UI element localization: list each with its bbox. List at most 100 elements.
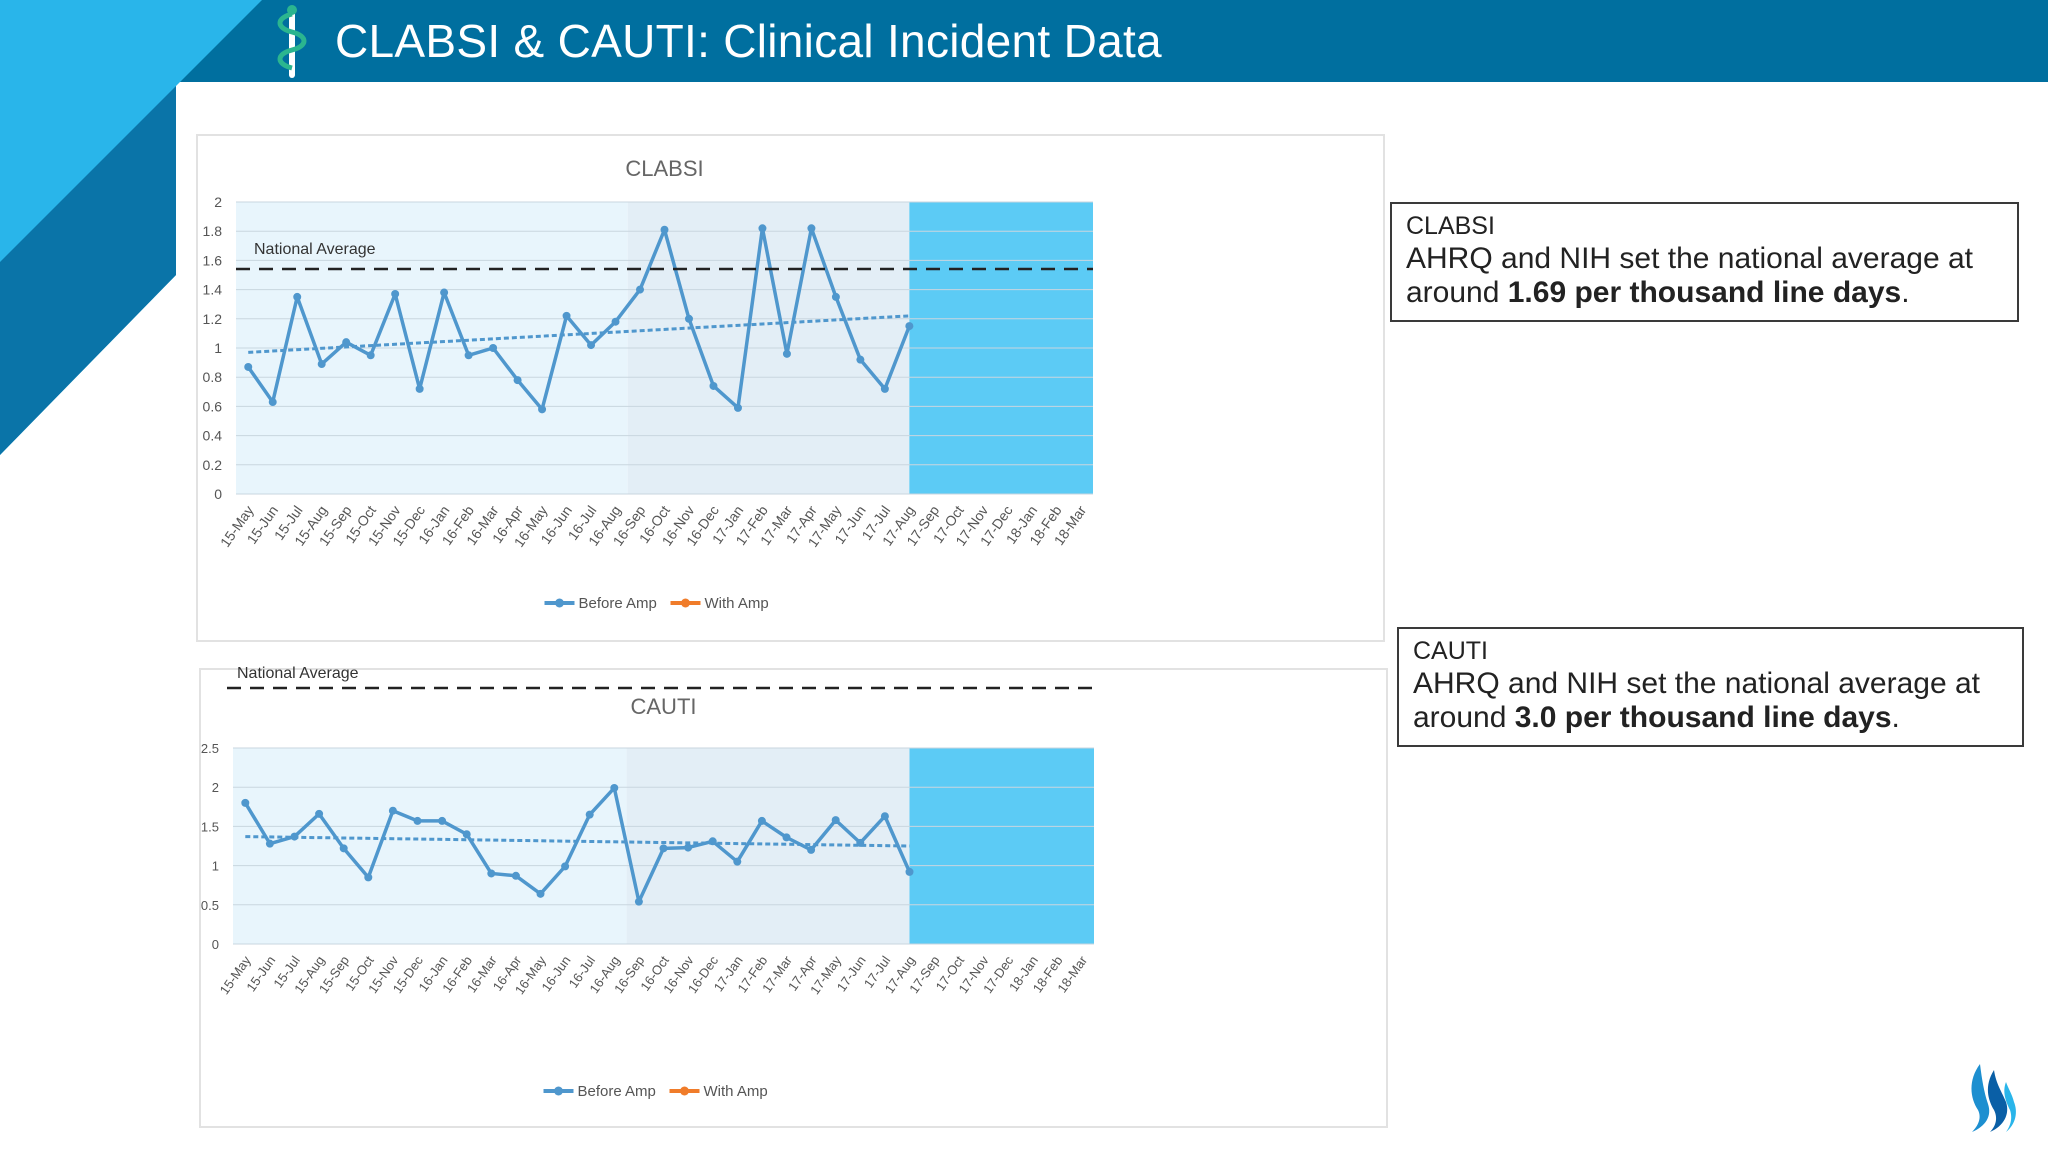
clabsi-data-point [464, 351, 473, 360]
cauti-data-point [487, 869, 496, 878]
cauti-data-point [339, 844, 348, 853]
cauti-x-tick-label: 15-May [217, 953, 254, 998]
clabsi-data-point [733, 403, 742, 412]
flame-icon [1971, 1064, 2016, 1132]
cauti-data-point [733, 857, 742, 866]
clabsi-y-tick-label: 0.6 [203, 398, 223, 414]
caduceus-icon [277, 5, 307, 78]
cauti-data-point [536, 889, 545, 898]
cauti-y-tick-label: 2.5 [201, 741, 219, 756]
clabsi-data-point [831, 292, 840, 301]
slide-title: CLABSI & CAUTI: Clinical Incident Data [335, 15, 1162, 67]
cauti-data-point [265, 839, 274, 848]
clabsi-data-point [709, 381, 718, 390]
clabsi-y-tick-label: 0.4 [203, 428, 223, 444]
cauti-callout-text-end: . [1891, 701, 1900, 734]
cauti-chart-title: CAUTI [631, 694, 697, 719]
clabsi-callout-text-start: AHRQ and NIH set the national average at… [1406, 242, 1973, 309]
clabsi-y-tick-label: 2 [214, 194, 222, 210]
clabsi-y-tick-label: 0.2 [203, 457, 223, 473]
clabsi-data-point [489, 344, 498, 352]
clabsi-y-tick-label: 1.8 [203, 223, 223, 239]
cauti-data-point [610, 783, 619, 792]
clabsi-data-point [538, 405, 547, 414]
clabsi-national-average-label: National Average [254, 241, 376, 258]
cauti-data-point [290, 832, 299, 841]
cauti-data-point [856, 838, 865, 847]
cauti-plot-bg-shaded [626, 748, 910, 944]
clabsi-data-point [758, 224, 767, 233]
clabsi-legend-before-amp-label: Before Amp [579, 595, 657, 612]
cauti-callout-title: CAUTI [1413, 637, 1488, 665]
clabsi-chart-panel: 0 0.2 0.4 0.6 0.8 1 1.2 1.4 1.6 1.8 2 15-May 15-Jun 1… [196, 134, 1385, 642]
clabsi-data-point [366, 351, 375, 360]
cauti-y-tick-label: 0 [212, 937, 219, 952]
clabsi-data-point [684, 314, 693, 323]
clabsi-y-tick-label: 1.2 [203, 311, 223, 327]
clabsi-legend-with-amp-label: With Amp [705, 595, 769, 612]
clabsi-callout-text-end: . [1901, 276, 1910, 309]
cauti-chart-panel: 0 0.5 1 1.5 2 2.5 15-May 15-Jun 15-Jul 15-Aug 15-S… [199, 665, 1388, 1128]
cauti-data-point [880, 812, 889, 821]
cauti-data-point [757, 816, 766, 825]
cauti-y-tick-label: 1.5 [201, 819, 219, 834]
clabsi-data-point [905, 322, 914, 331]
clabsi-data-point [587, 341, 596, 350]
clabsi-data-point [660, 225, 669, 234]
clabsi-y-tick-label: 0.8 [203, 369, 223, 385]
cauti-y-tick-label: 2 [212, 780, 219, 795]
cauti-data-point [831, 816, 840, 825]
cauti-data-point [782, 833, 791, 842]
clabsi-data-point [268, 398, 277, 407]
clabsi-data-point [611, 317, 620, 326]
clabsi-data-point [636, 285, 645, 294]
cauti-y-tick-label: 0.5 [201, 898, 219, 913]
cauti-data-point [241, 798, 250, 807]
cauti-legend-with-amp-marker [680, 1086, 689, 1096]
clabsi-data-point [293, 292, 302, 301]
cauti-callout-text-start: AHRQ and NIH set the national average at… [1413, 667, 1980, 734]
cauti-data-point [561, 862, 570, 871]
cauti-data-point [807, 845, 816, 854]
clabsi-y-tick-label: 1 [214, 340, 222, 356]
clabsi-data-point [562, 311, 571, 320]
clabsi-legend-before-amp-marker [555, 598, 564, 608]
cauti-data-point [364, 873, 373, 882]
clabsi-data-point [391, 289, 400, 298]
cauti-data-point [708, 837, 717, 846]
clabsi-y-tick-label: 1.4 [203, 282, 223, 298]
clabsi-callout-emphasis: 1.69 per thousand line days [1507, 276, 1902, 309]
cauti-data-point [388, 806, 397, 815]
cauti-data-point [684, 843, 693, 852]
clabsi-data-point [317, 360, 326, 369]
cauti-legend-before-amp-label: Before Amp [578, 1083, 656, 1100]
cauti-plot-bg-before [233, 748, 627, 944]
cauti-data-point [905, 867, 914, 876]
clabsi-callout: CLABSI AHRQ and NIH set the national ave… [1390, 202, 2019, 322]
cauti-data-point [413, 816, 422, 825]
clabsi-data-point [782, 349, 791, 358]
cauti-chart: 00.511.522.515-May15-Jun15-Jul15-Aug15-S… [201, 665, 1101, 1100]
cauti-series-before-amp-line [243, 786, 912, 904]
cauti-y-tick-label: 1 [212, 859, 219, 874]
clabsi-chart: 00.20.40.60.811.21.41.61.8215-May15-Jun1… [203, 156, 1093, 612]
clabsi-data-point [513, 376, 522, 385]
cauti-data-point [315, 809, 324, 818]
clabsi-series-before-amp-line [246, 226, 911, 412]
cauti-national-average-label: National Average [237, 665, 359, 682]
cauti-callout-text: AHRQ and NIH set the national average at… [1413, 667, 2008, 735]
clabsi-trendline [248, 314, 910, 354]
cauti-callout-emphasis: 3.0 per thousand line days [1514, 701, 1892, 734]
clabsi-y-tick-label: 1.6 [203, 252, 223, 268]
clabsi-legend-with-amp-marker [681, 598, 690, 608]
corner-accent [0, 0, 262, 470]
clabsi-data-point [807, 224, 816, 233]
clabsi-data-point [415, 384, 424, 393]
clabsi-callout-title: CLABSI [1406, 212, 1495, 240]
cauti-data-point [585, 810, 594, 819]
clabsi-data-point [244, 362, 253, 371]
clabsi-y-tick-label: 0 [214, 486, 222, 502]
cauti-legend-with-amp-label: With Amp [704, 1083, 768, 1100]
clabsi-data-point [880, 384, 889, 393]
cauti-data-point [438, 816, 447, 825]
